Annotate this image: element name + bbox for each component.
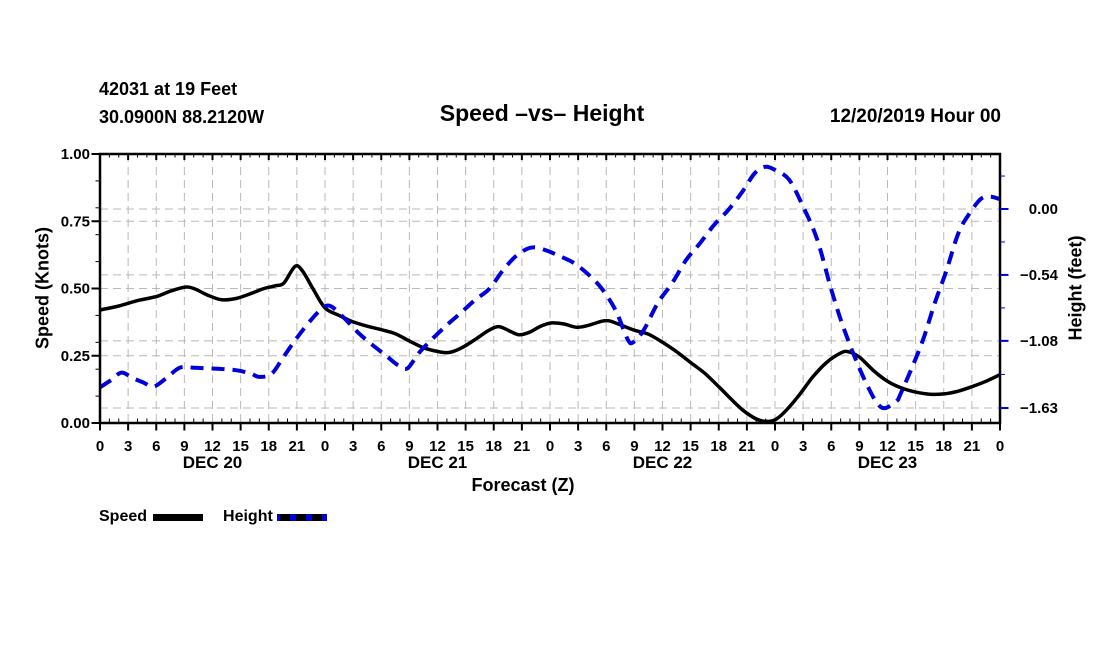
legend-speed-line-swatch xyxy=(153,513,204,521)
x-tick-label: 9 xyxy=(630,438,638,455)
x-tick-label: 18 xyxy=(710,438,727,455)
x-tick-label: 21 xyxy=(514,438,531,455)
x-tick-label: 12 xyxy=(654,438,671,455)
x-tick-label: 0 xyxy=(546,438,554,455)
day-label-dec21: DEC 21 xyxy=(407,453,468,472)
x-tick-label: 0 xyxy=(96,438,104,455)
x-tick-labels: 0 3 6 9 12 15 18 21 0 3 6 9 12 15 18 21 0 3 6 9 12 15 18 21 0 3 6 9… xyxy=(96,438,1004,455)
x-tick-label: 0 xyxy=(771,438,779,455)
right-tick-labels: 0.00 −0.54 −1.08 −1.63 xyxy=(1020,201,1059,417)
x-tick-label: 0 xyxy=(321,438,329,455)
x-tick-label: 12 xyxy=(204,438,221,455)
x-tick-label: 9 xyxy=(405,438,413,455)
legend: Speed Height xyxy=(99,508,327,526)
x-tick-label: 3 xyxy=(799,438,807,455)
x-tick-label: 15 xyxy=(907,438,924,455)
x-tick-label: 6 xyxy=(377,438,385,455)
x-tick-label: 12 xyxy=(429,438,446,455)
x-tick-label: 21 xyxy=(964,438,981,455)
left-tick-label: 1.00 xyxy=(61,146,90,163)
left-tick-label: 0.00 xyxy=(61,415,90,432)
station-id: 42031 at 19 Feet xyxy=(99,79,238,99)
right-tick-label: −1.63 xyxy=(1020,400,1058,417)
station-coordinates: 30.0900N 88.2120W xyxy=(99,107,265,127)
chart-title: Speed –vs– Height xyxy=(439,100,645,126)
right-tick-label: −1.08 xyxy=(1020,333,1058,350)
right-tick-label: −0.54 xyxy=(1020,267,1059,284)
legend-height-line-swatch xyxy=(276,513,327,521)
x-tick-label: 12 xyxy=(879,438,896,455)
legend-speed-label: Speed xyxy=(99,508,148,525)
x-tick-label: 3 xyxy=(574,438,582,455)
left-tick-label: 0.25 xyxy=(61,348,90,365)
x-tick-label: 15 xyxy=(232,438,249,455)
x-tick-label: 3 xyxy=(349,438,357,455)
x-tick-label: 9 xyxy=(180,438,188,455)
x-tick-label: 6 xyxy=(152,438,160,455)
x-tick-label: 15 xyxy=(682,438,699,455)
x-tick-label: 15 xyxy=(457,438,474,455)
left-tick-label: 0.75 xyxy=(61,213,90,230)
day-label-dec22: DEC 22 xyxy=(632,453,693,472)
plot-gridlines xyxy=(100,154,1000,423)
curves xyxy=(100,164,1000,423)
day-label-dec20: DEC 20 xyxy=(182,453,243,472)
x-tick-label: 3 xyxy=(124,438,132,455)
x-tick-label: 18 xyxy=(935,438,952,455)
right-tick-label: 0.00 xyxy=(1029,201,1058,218)
axis-ticks xyxy=(91,153,1009,431)
right-axis-title: Height (feet) xyxy=(1065,235,1086,341)
legend-height-label: Height xyxy=(223,508,273,525)
x-tick-label: 18 xyxy=(485,438,502,455)
x-tick-label: 18 xyxy=(260,438,277,455)
x-tick-label: 21 xyxy=(739,438,756,455)
x-tick-label: 21 xyxy=(289,438,306,455)
day-label-dec23: DEC 23 xyxy=(857,453,918,472)
left-tick-label: 0.50 xyxy=(61,281,90,298)
left-tick-labels: 1.00 0.75 0.50 0.25 0.00 xyxy=(61,146,90,432)
speed-curve xyxy=(100,264,1000,423)
forecast-datetime: 12/20/2019 Hour 00 xyxy=(829,106,1001,127)
left-axis-title: Speed (Knots) xyxy=(32,226,53,350)
x-tick-label: 6 xyxy=(602,438,610,455)
x-axis-title: Forecast (Z) xyxy=(471,475,575,495)
x-tick-label: 0 xyxy=(996,438,1004,455)
x-tick-label: 9 xyxy=(855,438,863,455)
x-tick-label: 6 xyxy=(827,438,835,455)
